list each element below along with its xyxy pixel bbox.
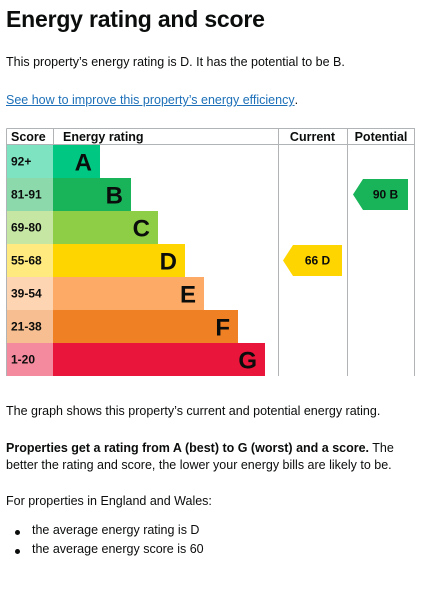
rating-letter-e: E bbox=[180, 282, 196, 309]
score-cell-b bbox=[6, 178, 53, 211]
average-intro: For properties in England and Wales: bbox=[6, 494, 212, 508]
header-potential: Potential bbox=[355, 130, 408, 144]
rating-bar-c bbox=[53, 211, 158, 244]
score-range-b: 81-91 bbox=[11, 188, 42, 202]
average-list: the average energy rating is D the avera… bbox=[6, 523, 204, 561]
header-current: Current bbox=[290, 130, 336, 144]
potential-rating-label: 90 B bbox=[373, 188, 399, 202]
current-rating-arrow bbox=[283, 245, 342, 276]
score-range-e: 39-54 bbox=[11, 287, 42, 301]
current-rating-label: 66 D bbox=[305, 254, 331, 268]
rating-explainer-rest: The better the rating and score, the low… bbox=[6, 441, 394, 472]
average-score-item: the average energy score is 60 bbox=[6, 542, 204, 561]
average-rating-item: the average energy rating is D bbox=[6, 523, 204, 542]
score-range-g: 1-20 bbox=[11, 353, 35, 367]
header-energy-rating: Energy rating bbox=[63, 130, 144, 144]
score-range-f: 21-38 bbox=[11, 320, 42, 334]
score-cell-c bbox=[6, 211, 53, 244]
potential-rating-arrow bbox=[353, 179, 408, 210]
improve-link-text[interactable]: See how to improve this property’s energ… bbox=[6, 93, 295, 107]
rating-bar-b bbox=[53, 178, 131, 211]
score-cell-g bbox=[6, 343, 53, 376]
rating-bar-f bbox=[53, 310, 238, 343]
graph-caption: The graph shows this property’s current … bbox=[6, 404, 381, 418]
header-score: Score bbox=[11, 130, 46, 144]
score-cell-f bbox=[6, 310, 53, 343]
improve-efficiency-link[interactable]: See how to improve this property’s energ… bbox=[6, 93, 298, 107]
score-range-a: 92+ bbox=[11, 155, 31, 169]
rating-bar-d bbox=[53, 244, 185, 277]
rating-explainer: Properties get a rating from A (best) to… bbox=[6, 440, 421, 474]
rating-letter-b: B bbox=[106, 183, 123, 210]
rating-bar-g bbox=[53, 343, 265, 376]
page-title: Energy rating and score bbox=[6, 6, 265, 32]
rating-bar-e bbox=[53, 277, 204, 310]
rating-letter-g: G bbox=[238, 348, 257, 375]
energy-rating-chart: 92+ A 81-91 B 69-80 C 55-68 D 39-54 E 21-38 F 1-20 G S… bbox=[6, 128, 415, 376]
rating-letter-c: C bbox=[133, 216, 150, 243]
score-range-d: 55-68 bbox=[11, 254, 42, 268]
rating-explainer-bold: Properties get a rating from A (best) to… bbox=[6, 441, 370, 455]
rating-letter-d: D bbox=[160, 249, 177, 276]
rating-bar-a bbox=[53, 145, 100, 178]
improve-link-suffix: . bbox=[294, 93, 299, 107]
rating-letter-f: F bbox=[215, 315, 230, 342]
intro-text: This property’s energy rating is D. It h… bbox=[6, 55, 345, 69]
score-cell-d bbox=[6, 244, 53, 277]
rating-letter-a: A bbox=[75, 150, 92, 177]
score-cell-a bbox=[6, 145, 53, 178]
score-cell-e bbox=[6, 277, 53, 310]
score-range-c: 69-80 bbox=[11, 221, 42, 235]
